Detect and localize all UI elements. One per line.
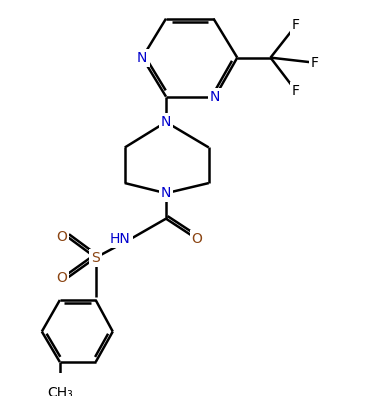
Text: N: N	[161, 115, 171, 129]
Text: CH₃: CH₃	[47, 386, 73, 396]
Text: N: N	[210, 89, 220, 104]
Text: N: N	[161, 186, 171, 200]
Text: S: S	[91, 251, 100, 265]
Text: O: O	[56, 230, 67, 244]
Text: O: O	[192, 232, 202, 246]
Text: N: N	[137, 51, 147, 65]
Text: F: F	[292, 84, 300, 98]
Text: O: O	[56, 271, 67, 285]
Text: F: F	[292, 19, 300, 32]
Text: HN: HN	[110, 232, 131, 246]
Text: F: F	[311, 56, 319, 70]
